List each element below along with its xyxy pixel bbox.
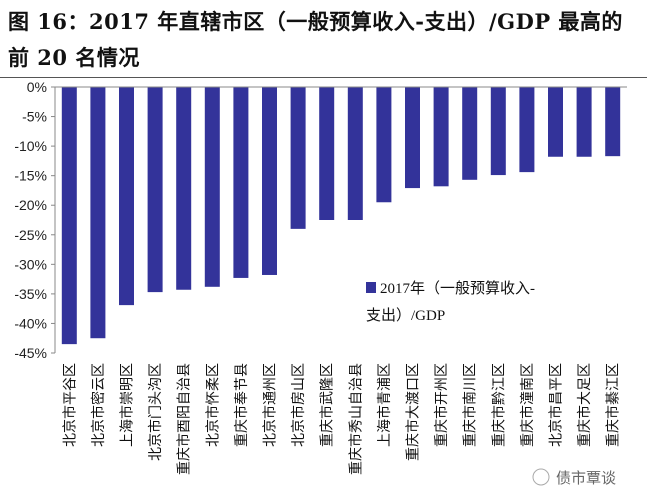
chart-title: 图 16：2017 年直辖市区（一般预算收入-支出）/GDP 最高的前 20 名… xyxy=(8,9,623,70)
watermark: 债市覃谈 xyxy=(556,469,616,487)
x-category-label: 重庆市大渡口区 xyxy=(405,363,422,461)
bar xyxy=(147,87,163,293)
bar xyxy=(319,87,335,220)
bar xyxy=(462,87,478,180)
legend-swatch xyxy=(366,282,376,293)
bar xyxy=(290,87,306,229)
bar xyxy=(376,87,392,203)
x-category-label: 上海市崇明区 xyxy=(119,363,136,447)
bar xyxy=(233,87,249,278)
x-category-label: 北京市怀柔区 xyxy=(204,363,221,447)
x-category-label: 重庆市綦江区 xyxy=(605,363,622,447)
x-category-label: 重庆市大足区 xyxy=(576,363,593,447)
x-category-label: 重庆市开州区 xyxy=(433,363,450,447)
bar xyxy=(605,87,621,157)
x-category-label: 重庆市黔江区 xyxy=(490,363,507,447)
y-tick-label: -15% xyxy=(14,168,47,184)
x-category-label: 北京市门头沟区 xyxy=(147,363,164,461)
bar xyxy=(519,87,535,173)
x-category-label: 重庆市潼南区 xyxy=(519,363,536,447)
bar xyxy=(576,87,592,157)
bar xyxy=(204,87,220,287)
y-tick-label: -40% xyxy=(14,315,47,331)
x-category-label: 北京市平谷区 xyxy=(61,363,78,447)
x-category-label: 北京市通州区 xyxy=(262,363,279,447)
y-tick-label: -35% xyxy=(14,286,47,302)
x-category-label: 北京市房山区 xyxy=(290,363,307,447)
y-tick-label: -20% xyxy=(14,197,47,213)
bar xyxy=(548,87,563,157)
bar xyxy=(405,87,420,189)
x-category-label: 北京市昌平区 xyxy=(548,363,565,447)
bar xyxy=(262,87,277,275)
y-tick-label: -45% xyxy=(14,345,47,361)
legend-label: 支出）/GDP xyxy=(366,307,445,324)
x-category-label: 重庆市奉节县 xyxy=(233,363,250,447)
title-divider xyxy=(0,77,647,78)
x-category-label: 重庆市南川区 xyxy=(462,363,479,447)
bar xyxy=(433,87,449,187)
bar xyxy=(176,87,192,290)
x-category-label: 上海市青浦区 xyxy=(376,363,393,447)
y-tick-label: -30% xyxy=(14,256,47,272)
x-category-label: 重庆市武隆区 xyxy=(319,363,336,447)
bar xyxy=(490,87,506,176)
x-category-label: 重庆市酉阳自治县 xyxy=(176,363,193,475)
y-tick-label: -5% xyxy=(22,109,47,125)
bar xyxy=(347,87,363,220)
y-tick-label: 0% xyxy=(27,79,47,95)
wechat-icon xyxy=(532,468,550,486)
legend-label: 2017年（一般预算收入- xyxy=(380,279,535,297)
bar xyxy=(90,87,106,339)
y-tick-label: -25% xyxy=(14,227,47,243)
x-category-label: 北京市密云区 xyxy=(90,363,107,447)
bar xyxy=(119,87,134,306)
bar xyxy=(61,87,77,345)
y-tick-label: -10% xyxy=(14,138,47,154)
x-category-label: 重庆市秀山自治县 xyxy=(347,363,364,475)
